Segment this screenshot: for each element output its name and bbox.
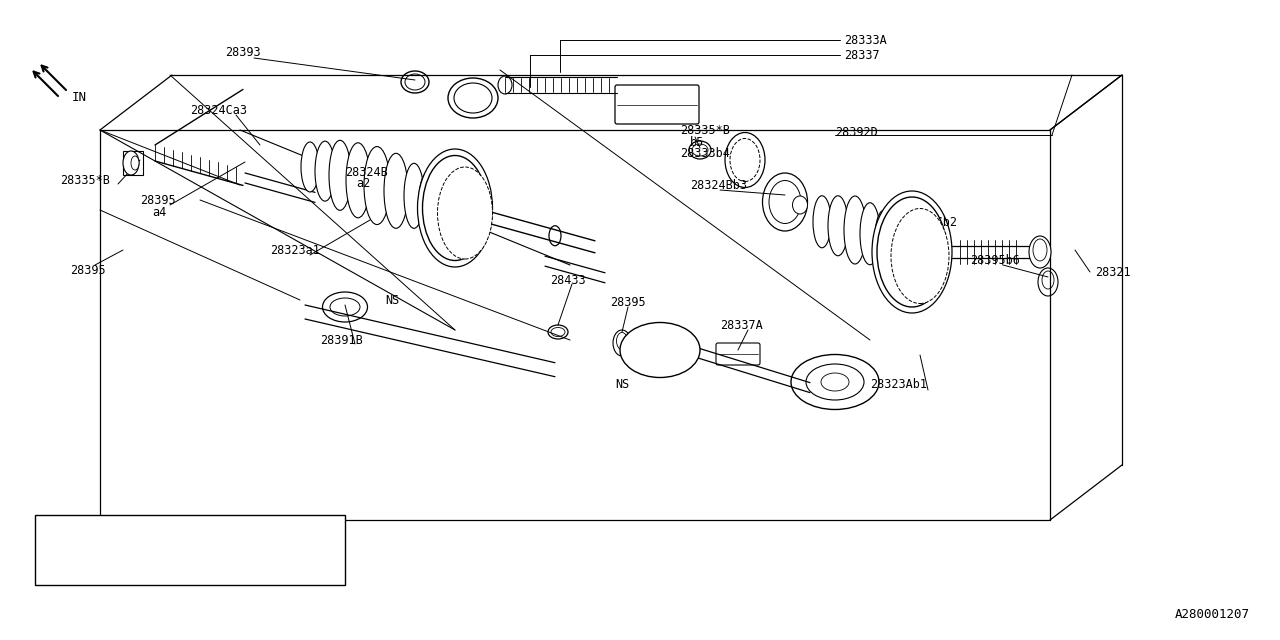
Text: 28433: 28433: [550, 273, 586, 287]
Ellipse shape: [692, 144, 708, 156]
FancyBboxPatch shape: [614, 85, 699, 124]
Ellipse shape: [433, 180, 448, 225]
Text: 28323D (b1+b2+b3+b4+b5+b6): 28323D (b1+b2+b3+b4+b5+b6): [44, 561, 238, 574]
Ellipse shape: [1042, 271, 1053, 289]
Text: 28321: 28321: [1094, 266, 1130, 278]
Ellipse shape: [1033, 239, 1047, 261]
Text: 28395b6: 28395b6: [970, 253, 1020, 266]
Text: 28333b4: 28333b4: [680, 147, 730, 159]
Text: 28324Bb3: 28324Bb3: [690, 179, 748, 191]
Text: 28337: 28337: [844, 49, 879, 61]
Ellipse shape: [1038, 268, 1059, 296]
Bar: [35, 515, 346, 585]
Text: 28323Ab1: 28323Ab1: [870, 378, 927, 392]
Ellipse shape: [763, 173, 808, 231]
Ellipse shape: [689, 141, 710, 159]
Text: 28335*B: 28335*B: [680, 124, 730, 136]
Text: 28335*B: 28335*B: [60, 173, 110, 186]
Ellipse shape: [329, 140, 351, 211]
Ellipse shape: [448, 78, 498, 118]
Text: b5: b5: [690, 136, 704, 148]
Ellipse shape: [730, 138, 760, 182]
Text: 28324Ca3: 28324Ca3: [189, 104, 247, 116]
Text: 28393: 28393: [225, 45, 261, 58]
Ellipse shape: [820, 373, 849, 391]
Ellipse shape: [844, 196, 867, 264]
Ellipse shape: [315, 141, 335, 201]
Text: 28324Cb2: 28324Cb2: [900, 216, 957, 228]
Ellipse shape: [888, 217, 904, 263]
Ellipse shape: [364, 147, 390, 225]
Ellipse shape: [498, 76, 512, 94]
Ellipse shape: [384, 154, 408, 228]
Ellipse shape: [792, 196, 808, 214]
Ellipse shape: [550, 328, 564, 337]
Text: 28337A: 28337A: [721, 319, 763, 332]
Ellipse shape: [876, 210, 893, 264]
Ellipse shape: [769, 180, 801, 223]
Ellipse shape: [620, 323, 700, 378]
Text: 28395: 28395: [140, 193, 175, 207]
Text: 28323C (a1+a2+a3+a4): 28323C (a1+a2+a3+a4): [44, 526, 193, 539]
Ellipse shape: [828, 196, 849, 256]
Ellipse shape: [301, 142, 319, 192]
Ellipse shape: [549, 226, 561, 246]
Ellipse shape: [422, 156, 488, 260]
Ellipse shape: [860, 203, 881, 265]
Ellipse shape: [404, 74, 425, 90]
Ellipse shape: [1029, 236, 1051, 268]
Text: a2: a2: [356, 177, 370, 189]
Text: IN: IN: [72, 90, 87, 104]
Ellipse shape: [891, 209, 948, 303]
Ellipse shape: [613, 330, 631, 356]
Text: 28323a1: 28323a1: [270, 243, 320, 257]
Text: a4: a4: [152, 205, 166, 218]
Text: A280001207: A280001207: [1175, 609, 1251, 621]
Text: 28391B: 28391B: [320, 333, 362, 346]
Ellipse shape: [548, 325, 568, 339]
Text: 28333A: 28333A: [844, 33, 887, 47]
Ellipse shape: [346, 143, 370, 218]
Ellipse shape: [438, 167, 493, 259]
Ellipse shape: [872, 191, 952, 313]
Ellipse shape: [454, 83, 492, 113]
Ellipse shape: [877, 197, 947, 307]
Text: 28324B: 28324B: [346, 166, 388, 179]
Ellipse shape: [791, 355, 879, 410]
Ellipse shape: [330, 298, 360, 316]
Text: 28395: 28395: [70, 264, 106, 276]
Ellipse shape: [401, 71, 429, 93]
Ellipse shape: [323, 292, 367, 322]
Ellipse shape: [724, 132, 765, 188]
Text: NS: NS: [385, 294, 399, 307]
Ellipse shape: [404, 163, 424, 228]
Text: 28392D: 28392D: [835, 125, 878, 138]
FancyBboxPatch shape: [716, 343, 760, 365]
Bar: [123, 151, 143, 175]
Text: 28395: 28395: [611, 296, 645, 308]
Ellipse shape: [417, 149, 493, 267]
Ellipse shape: [617, 333, 627, 349]
Ellipse shape: [131, 156, 140, 170]
Text: NS: NS: [614, 378, 630, 392]
Ellipse shape: [636, 334, 684, 366]
Ellipse shape: [419, 172, 436, 227]
Ellipse shape: [806, 364, 864, 400]
Ellipse shape: [123, 151, 140, 175]
Ellipse shape: [813, 196, 831, 248]
